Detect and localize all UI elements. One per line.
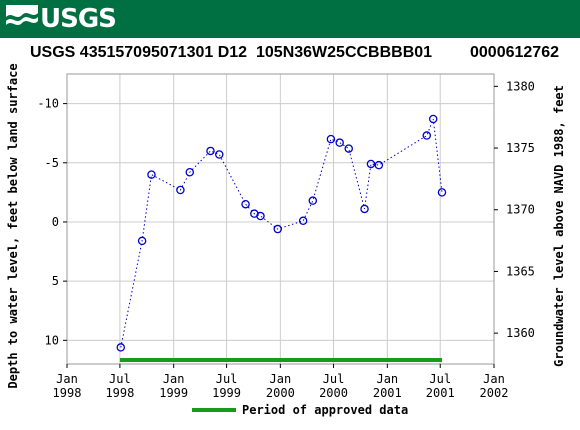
x-tick-label-year: 2000 (266, 386, 295, 400)
x-tick-label-month: Jan (483, 372, 505, 386)
series-line (120, 118, 443, 348)
x-tick-label-year: 1999 (159, 386, 188, 400)
x-tick-label-year: 1998 (53, 386, 82, 400)
data-point (374, 160, 384, 170)
data-point (437, 188, 447, 197)
other-id: 0000612762 (470, 44, 559, 61)
data-point (215, 150, 224, 159)
x-tick-label-month: Jan (270, 372, 292, 386)
y-tick-label-left: 5 (52, 274, 59, 288)
x-tick-label-month: Jan (163, 372, 185, 386)
y-tick-label-left: 0 (52, 215, 59, 229)
x-tick-label-month: Jul (323, 372, 345, 386)
x-tick-label-year: 1998 (105, 386, 134, 400)
x-tick-label-month: Jan (376, 372, 398, 386)
x-tick-label-year: 2001 (426, 386, 455, 400)
data-point (241, 199, 250, 209)
y-tick-label-left: -10 (37, 97, 59, 111)
y-tick-label-left: -5 (45, 156, 59, 170)
usgs-banner: USGS (0, 0, 580, 38)
data-point (116, 343, 126, 352)
y-tick-label-right: 1365 (506, 264, 535, 278)
data-point (366, 159, 376, 169)
data-point (344, 144, 353, 153)
data-point (422, 131, 432, 140)
logo-text: USGS (40, 4, 117, 34)
data-point (308, 196, 318, 205)
data-point (147, 170, 156, 179)
data-point (335, 138, 344, 147)
y-axis-label-right: Groundwater level above NAVD 1988, feet (552, 85, 566, 367)
x-tick-label-month: Jan (56, 372, 78, 386)
x-tick-label-month: Jul (216, 372, 238, 386)
x-tick-label-year: 2001 (373, 386, 402, 400)
data-point (137, 236, 147, 246)
data-point (326, 134, 336, 144)
site-id: USGS 435157095071301 D12 (30, 44, 248, 61)
x-tick-label-month: Jul (109, 372, 131, 386)
data-point (273, 224, 282, 234)
data-point (206, 146, 215, 156)
x-tick-label-year: 1999 (212, 386, 241, 400)
data-layer (116, 114, 447, 362)
y-axis-label-left: Depth to water level, feet below land su… (6, 63, 20, 388)
x-tick-label-year: 2000 (319, 386, 348, 400)
data-point (428, 114, 438, 124)
y-tick-label-left: 10 (45, 333, 59, 347)
ticks-layer: Jan1998Jul1998Jan1999Jul1999Jan2000Jul20… (37, 79, 535, 400)
local-id: 105N36W25CCBBBB01 (256, 44, 433, 61)
y-tick-label-right: 1380 (506, 79, 535, 93)
legend-label: Period of approved data (242, 403, 408, 417)
data-point (256, 211, 265, 221)
data-point (185, 167, 195, 177)
y-tick-label-right: 1360 (506, 326, 535, 340)
y-tick-label-right: 1375 (506, 141, 535, 155)
x-tick-label-year: 2002 (480, 386, 509, 400)
data-point (176, 185, 185, 195)
x-tick-label-month: Jul (429, 372, 451, 386)
data-point (360, 204, 369, 214)
usgs-wave-icon (6, 5, 38, 33)
usgs-logo[interactable]: USGS (6, 4, 117, 34)
data-point (298, 216, 308, 226)
y-tick-label-right: 1370 (506, 203, 535, 217)
